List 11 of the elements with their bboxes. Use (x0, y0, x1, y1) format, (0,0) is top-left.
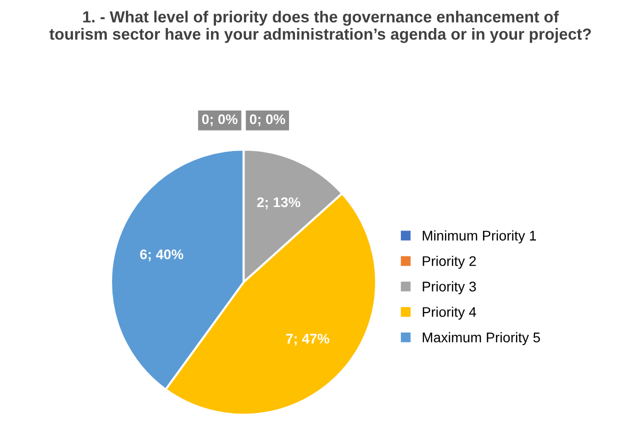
legend-label: Priority 2 (422, 256, 476, 269)
data-label: 7; 47% (286, 334, 330, 346)
chart-title: 1. - What level of priority does the governance enhancement of tourism sector have in your administration’s agenda or in your project? (49, 10, 591, 43)
data-label: 6; 40% (140, 249, 184, 262)
text: 0; 0% (250, 114, 286, 126)
legend-label: Priority 4 (422, 306, 476, 320)
data-label: 2; 13% (257, 197, 300, 210)
legend-label: Minimum Priority 1 (422, 230, 536, 244)
legend-label: Priority 3 (422, 281, 476, 294)
text: 0; 0% (202, 114, 238, 126)
legend-label: Maximum Priority 5 (422, 332, 540, 346)
